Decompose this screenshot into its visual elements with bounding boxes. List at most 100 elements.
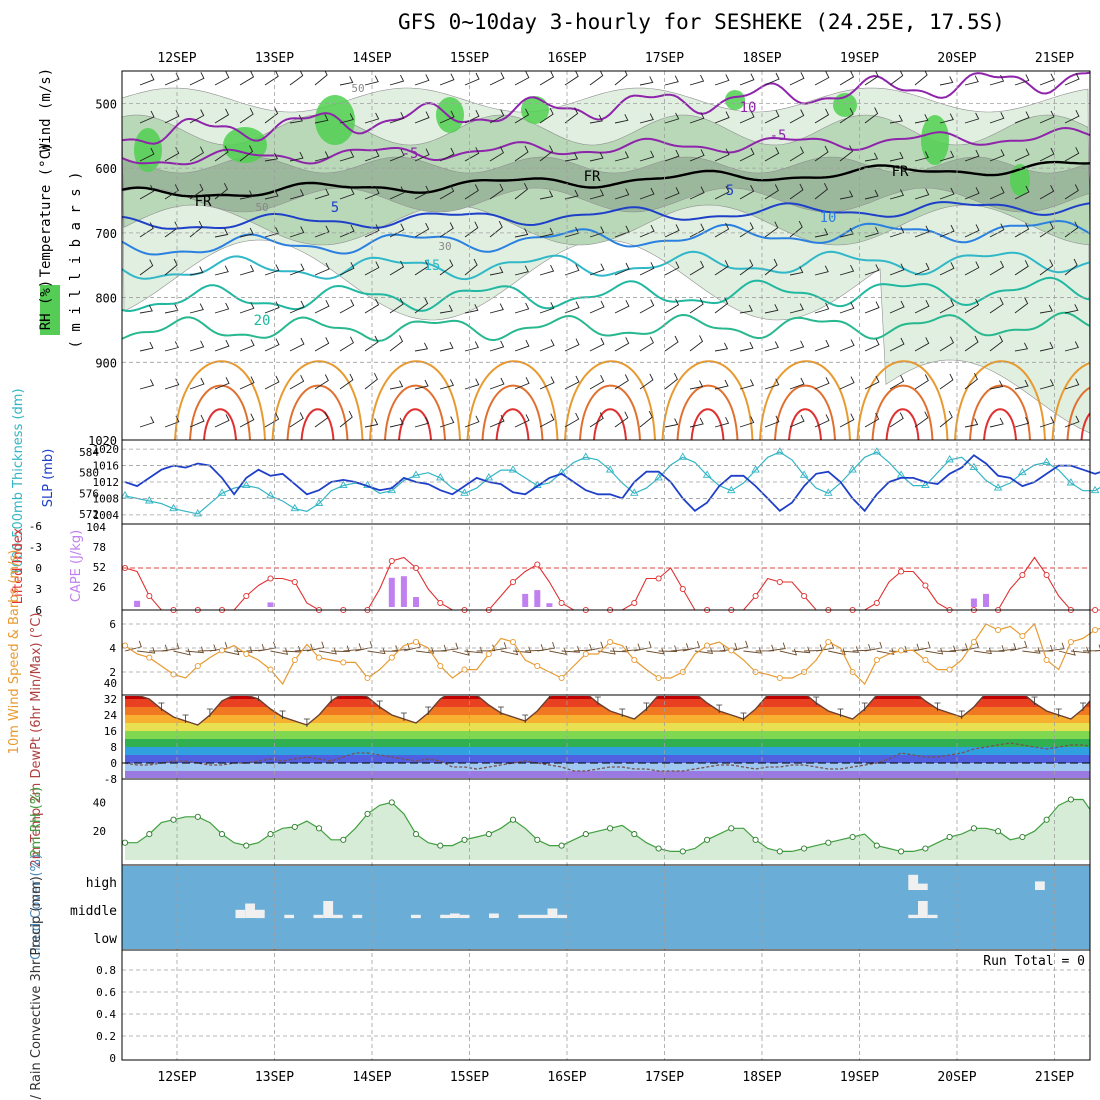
wind-barb <box>689 260 705 276</box>
rh-moist-area <box>921 115 949 165</box>
wind-barb <box>614 374 629 390</box>
wind-speed-line-point <box>631 656 638 664</box>
wind-barb-10m <box>500 648 519 656</box>
wind-barb <box>764 221 779 238</box>
wind-barb <box>414 222 430 238</box>
rh-point <box>194 813 201 820</box>
rh-plot <box>122 796 1098 860</box>
wind-barb <box>364 75 379 86</box>
wind-barb <box>314 188 330 200</box>
rh-point <box>1093 814 1098 819</box>
rh-moist-area <box>436 97 464 133</box>
lifted-index-tick-label: 6 <box>35 604 42 617</box>
date-label-bottom: 17SEP <box>645 1070 684 1085</box>
surface-temperature-arch <box>300 408 335 440</box>
date-label-bottom: 15SEP <box>450 1070 489 1085</box>
wind-barb <box>639 373 654 390</box>
wind-barb <box>289 189 305 200</box>
wind-barb-10m <box>937 645 957 653</box>
temperature-minmax-whisker <box>522 714 529 723</box>
wind-barb <box>739 147 755 162</box>
thickness-line-point <box>824 488 833 496</box>
wind-barb-10m <box>1046 642 1065 652</box>
wind-barb <box>639 224 655 238</box>
wind-barb <box>314 151 329 162</box>
wind-barb <box>364 418 379 428</box>
wind-barb <box>689 380 704 390</box>
lifted-index-line-point <box>509 578 517 586</box>
wind-barb <box>139 259 154 276</box>
wind-barb-10m <box>828 648 846 656</box>
rh-point <box>364 810 371 817</box>
wind-barb <box>464 258 478 276</box>
wind-barb <box>689 297 704 314</box>
temperature-minmax-whisker <box>233 696 235 697</box>
cloud-level-label: middle <box>70 904 117 919</box>
lifted-index-line-point <box>752 592 759 600</box>
wind-barb <box>814 71 830 86</box>
rh-point <box>946 833 953 841</box>
wind-barb-10m <box>597 647 616 655</box>
wind-barb <box>639 76 654 86</box>
thickness-tick-label: 572 <box>79 508 99 521</box>
wind-barb-10m <box>452 648 470 656</box>
temperature-minmax-whisker <box>983 687 989 695</box>
temperature-contour-label: 5 <box>726 183 734 199</box>
wind-barb <box>264 412 280 428</box>
wind-barb <box>239 145 254 162</box>
wind-axis-label: 10m Wind Speed & Barbs (m/s) <box>7 550 22 755</box>
rh-point <box>485 831 492 838</box>
wind-barb-10m <box>634 641 652 652</box>
wind-barb <box>614 114 629 124</box>
wind-barb <box>964 335 979 352</box>
wind-barb <box>964 372 978 390</box>
wind-barb <box>814 265 829 276</box>
wind-barb <box>464 184 479 200</box>
thickness-line-point <box>702 470 712 478</box>
temperature-minmax-whisker <box>449 685 455 693</box>
rh-point <box>1019 833 1026 841</box>
wind-barb <box>264 71 279 86</box>
surface-temperature-arch <box>481 384 544 440</box>
rh-area <box>125 799 1090 860</box>
wind-barb <box>439 341 454 352</box>
wind-barb <box>514 228 529 238</box>
temperature-contour-label: 20 <box>254 313 271 329</box>
wind-barb <box>739 379 755 390</box>
wind-barb <box>889 114 903 124</box>
thickness-line-point <box>1018 467 1027 476</box>
temperature-minmax-whisker <box>813 696 820 705</box>
temperature-minmax-whisker <box>425 706 432 715</box>
wind-barb-10m <box>234 646 253 653</box>
wind-barb <box>564 375 580 390</box>
wind-barb-10m <box>367 647 386 655</box>
wind-barb <box>189 109 205 124</box>
wind-speed-line-point <box>364 674 371 682</box>
wind-barb <box>339 299 355 314</box>
rh-moist-area <box>315 95 355 145</box>
wind-barb-10m <box>876 648 895 655</box>
temperature-minmax-whisker <box>303 718 310 727</box>
wind-barb <box>439 416 455 428</box>
wind-barb <box>864 71 879 86</box>
wind-barb <box>964 112 980 124</box>
lifted-index-tick-label: -3 <box>29 541 42 554</box>
wind-barb <box>339 262 355 276</box>
wind-barb <box>389 223 405 238</box>
date-label-bottom: 12SEP <box>157 1070 196 1085</box>
wind-barb <box>314 114 329 124</box>
thickness-line-point <box>945 455 954 463</box>
wind-barb <box>664 335 679 352</box>
wind-speed-line-point <box>946 666 953 673</box>
thickness-line-point <box>848 465 857 473</box>
wind-barb <box>214 228 229 238</box>
wind-barb <box>164 221 179 238</box>
wind-barb <box>264 301 280 314</box>
wind-barb <box>764 147 780 162</box>
wind-barb <box>239 413 255 428</box>
rh-legend-swatch <box>40 285 60 335</box>
wind-barb <box>914 374 929 390</box>
wind-barb-10m <box>585 641 604 652</box>
date-label-bottom: 21SEP <box>1035 1070 1074 1085</box>
wind-barb <box>539 264 555 276</box>
